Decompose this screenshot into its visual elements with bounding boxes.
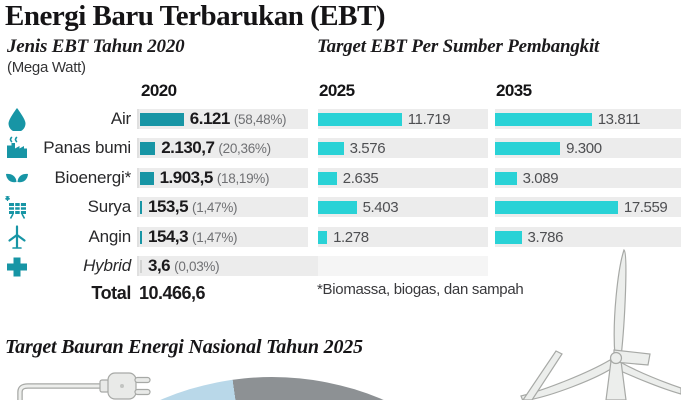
wind-turbine-icon	[3, 225, 31, 249]
value-2025: 3.576	[349, 139, 386, 157]
bar-track-2025: 1.278	[318, 227, 488, 247]
bar-2025-bioenergi	[318, 171, 337, 185]
row-label: Bioenergi*	[54, 168, 132, 187]
bar-track-2025: 3.576	[318, 138, 488, 158]
row-label: Angin	[88, 227, 132, 246]
bar-track-2025: 11.719	[318, 109, 488, 129]
bar-2025-angin	[318, 230, 328, 244]
row-label: Air	[110, 109, 131, 128]
bar-2020-surya	[140, 200, 142, 214]
bar-2035-bioenergi	[495, 171, 517, 185]
right-subtitle: Target EBT Per Sumber Pembangkit	[317, 36, 600, 57]
footnote: *Biomassa, biogas, dan sampah	[317, 281, 524, 298]
total-value: 10.466,6	[139, 283, 206, 303]
value-2025: 1.278	[333, 228, 369, 246]
bar-2035-air	[495, 112, 592, 126]
bar-2020-panas-bumi	[140, 141, 156, 155]
bar-2035-panas-bumi	[495, 141, 561, 155]
bar-track-2020: 154,3 (1,47%)	[137, 227, 308, 247]
value-2035: 3.089	[522, 169, 559, 187]
total-row: Total 10.466,6	[0, 283, 681, 305]
value-2020: 3,6	[148, 256, 171, 275]
table-row-hybrid: Hybrid 3,6 (0,03%)	[0, 254, 681, 278]
bar-track-2035: 17.559	[495, 197, 681, 217]
solar-panel-icon	[3, 195, 31, 219]
bar-2020-angin	[140, 230, 142, 244]
bar-2035-angin	[495, 230, 522, 244]
value-2020: 1.903,5	[159, 168, 214, 187]
value-2035: 13.811	[597, 110, 641, 128]
bar-track-2020: 3,6 (0,03%)	[137, 256, 322, 276]
value-2025: 11.719	[407, 110, 451, 128]
factory-icon	[3, 136, 31, 160]
value-2020: 2.130,7	[161, 138, 215, 157]
table-row-air: Air 6.121 (58,48%) 11.719 13.811	[0, 107, 681, 131]
left-subtitle: Jenis EBT Tahun 2020	[7, 36, 185, 57]
bar-track-2025	[318, 256, 488, 276]
value-2020: 154,3	[148, 227, 189, 246]
value-2020: 153,5	[148, 197, 189, 216]
bar-2035-surya	[495, 200, 618, 214]
value-2035: 9.300	[566, 139, 602, 157]
bar-track-2020: 2.130,7 (20,36%)	[137, 138, 308, 158]
column-header-2020: 2020	[141, 81, 177, 100]
page-title: Energi Baru Terbarukan (EBT)	[5, 0, 386, 32]
bar-2020-hybrid	[140, 259, 142, 273]
bottom-section-title: Target Bauran Energi Nasional Tahun 2025	[5, 336, 363, 358]
bar-track-2025: 2.635	[318, 168, 488, 188]
bar-2020-air	[140, 112, 184, 126]
share-2020: (1,47%)	[192, 229, 238, 245]
share-2020: (20,36%)	[218, 140, 271, 156]
row-label: Panas bumi	[43, 138, 131, 157]
bar-track-2035: 9.300	[495, 138, 681, 158]
value-2025: 2.635	[342, 169, 379, 187]
plus-icon	[3, 254, 31, 278]
column-header-2025: 2025	[319, 81, 355, 100]
unit-label: (Mega Watt)	[7, 59, 86, 76]
bar-2025-panas-bumi	[318, 141, 344, 155]
bar-2020-bioenergi	[140, 171, 154, 185]
value-2035: 17.559	[623, 198, 668, 216]
column-header-2035: 2035	[496, 81, 532, 100]
bar-2025-surya	[318, 200, 357, 214]
wind-turbine-illustration	[520, 249, 681, 400]
value-2035: 3.786	[527, 228, 564, 246]
total-label: Total	[91, 283, 131, 303]
value-2025: 5.403	[362, 198, 399, 216]
table-row-panas-bumi: Panas bumi 2.130,7 (20,36%) 3.576 9.300	[0, 136, 681, 160]
table-row-bioenergi: Bioenergi* 1.903,5 (18,19%) 2.635 3.089	[0, 168, 681, 188]
bar-track-2020: 6.121 (58,48%)	[137, 109, 308, 129]
bar-track-2020: 153,5 (1,47%)	[137, 197, 308, 217]
bar-track-2025: 5.403	[318, 197, 488, 217]
share-2020: (1,47%)	[192, 199, 238, 215]
leaves-icon	[3, 166, 31, 190]
share-2020: (18,19%)	[216, 170, 270, 186]
share-2020: (58,48%)	[233, 111, 287, 127]
bar-track-2035: 13.811	[495, 109, 681, 129]
bar-track-2020: 1.903,5 (18,19%)	[137, 168, 308, 188]
row-label: Surya	[87, 197, 132, 216]
value-2020: 6.121	[189, 109, 231, 128]
table-row-surya: Surya 153,5 (1,47%) 5.403 17.559	[0, 195, 681, 219]
bar-2025-air	[318, 112, 402, 126]
share-2020: (0,03%)	[174, 258, 220, 274]
bar-track-2035: 3.786	[495, 227, 681, 247]
bar-track-2035: 3.089	[495, 168, 681, 188]
power-plug-illustration	[17, 372, 151, 400]
table-row-angin: Angin 154,3 (1,47%) 1.278 3.786	[0, 225, 681, 249]
water-drop-icon	[3, 107, 31, 131]
row-label: Hybrid	[83, 256, 131, 275]
